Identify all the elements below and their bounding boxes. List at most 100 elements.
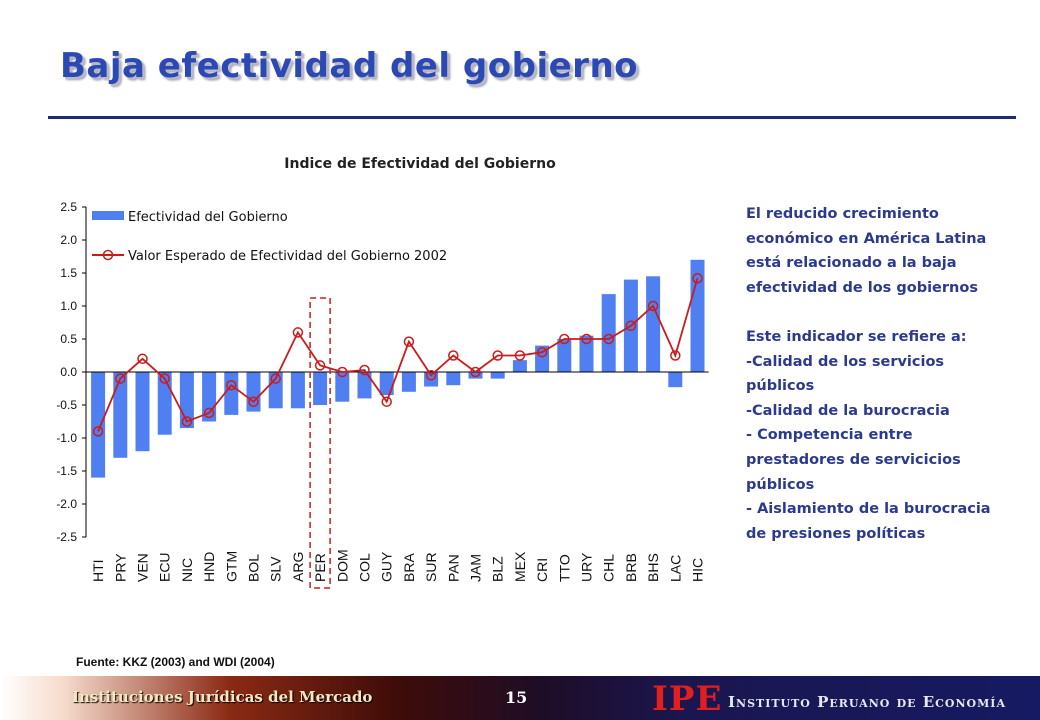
y-tick-label: 0.5 [60,332,77,346]
point-hic [692,273,703,284]
x-tick-label: PER [312,553,328,582]
y-tick-label: 2.5 [60,200,77,214]
page-number: 15 [505,688,528,707]
x-tick-label: VEN [135,553,151,582]
point-mex [514,350,526,361]
x-tick-label: ARG [290,552,306,582]
y-tick-label: 2.0 [60,233,77,247]
x-tick-label: SUR [423,552,439,582]
indicator-intro: Este indicador se refiere a: [746,328,967,345]
bar-tto [557,339,572,372]
bar-ven [135,372,150,452]
point-brb [625,320,637,332]
x-tick-label: NIC [179,558,195,582]
x-tick-label: SLV [268,556,284,582]
slide-title: Baja efectividad del gobierno [60,46,639,86]
point-chl [603,333,614,345]
point-nic [181,416,193,427]
bar-lac [668,372,683,388]
bar-ury [579,335,594,372]
peru-highlight-box [309,297,331,589]
source-note: Fuente: KKZ (2003) and WDI (2004) [76,655,275,669]
point-pan [448,350,459,361]
title-divider [48,116,1016,119]
point-ury [581,333,592,345]
x-tick-label: HND [201,552,217,582]
bar-col [357,372,372,399]
indicator-item: - Aislamiento de la burocracia de presio… [746,501,991,542]
bar-gtm [224,372,239,415]
y-tick-label: 0.0 [60,365,77,379]
x-tick-label: BOL [246,554,262,582]
bar-ecu [157,372,172,435]
x-tick-label: HTI [90,559,106,582]
point-cri [536,346,548,358]
organization-name: Instituto Peruano de Economía [728,693,1006,711]
point-pry [115,373,126,384]
indicator-item: -Calidad de la burocracia [746,402,950,419]
y-tick-label: -2.0 [56,497,77,511]
legend-line-label: Valor Esperado de Efectividad del Gobier… [128,249,447,264]
bar-bol [246,372,261,412]
y-tick-label: -1.5 [56,464,77,478]
x-tick-label: CHL [601,554,617,582]
bar-bra [401,372,416,392]
footer-bar [0,676,1040,720]
x-tick-label: GTM [223,551,239,582]
chart-title: Indice de Efectividad del Gobierno [284,156,556,172]
point-lac [670,350,681,361]
ipe-logo: IPE [652,679,723,719]
x-tick-label: HIC [690,558,706,582]
bar-per [313,372,328,405]
x-tick-label: BLZ [490,556,506,582]
x-tick-label: JAM [468,554,484,582]
point-slv [270,373,281,384]
bar-jam [468,372,483,379]
point-jam [470,366,481,378]
x-tick-label: TTO [556,554,572,582]
x-tick-label: BRB [623,553,639,582]
line-series [92,273,703,437]
indicator-item: -Calidad de los servicios públicos [746,353,945,395]
point-gtm [226,379,237,391]
bar-chl [601,294,616,372]
point-per [314,360,326,371]
point-arg [292,327,304,338]
point-hnd [203,407,215,419]
y-tick-label: -2.5 [56,530,77,544]
x-tick-label: BHS [645,553,661,582]
legend-bar-label: Efectividad del Gobierno [128,210,288,225]
bar-mex [512,360,527,372]
point-col [359,364,370,376]
x-tick-label: CRI [534,558,550,582]
x-tick-label: PRY [112,553,128,582]
x-axis-labels: HTI PRY VEN ECU NIC HND GTM BOL SLV ARG PER DOM COL G… [90,549,705,582]
x-tick-label: MEX [512,551,528,582]
chart-legend: Efectividad del Gobierno Valor Esperado … [92,210,447,264]
bar-dom [335,372,350,402]
expected-value-line [97,278,699,432]
x-tick-label: ECU [157,552,173,582]
point-ven [137,353,148,365]
bar-bhs [646,276,661,372]
bar-pan [446,372,461,386]
indicator-item: - Competencia entre prestadores de servi… [746,427,961,493]
bar-arg [290,372,305,409]
y-tick-label: 1.5 [60,266,77,280]
y-axis: 2.5 2.0 1.5 1.0 0.5 0.0 -0.5 -1.0 -1.5 -2.0 -2.5 [56,200,87,544]
bar-series [86,259,709,478]
x-tick-label: URY [579,552,595,582]
y-tick-label: -1.0 [56,431,77,445]
x-tick-label: DOM [334,549,350,582]
bar-blz [490,372,505,379]
x-tick-label: GUY [379,551,395,582]
point-bhs [647,300,659,312]
point-bol [248,396,259,407]
x-tick-label: LAC [667,555,683,582]
point-blz [492,350,503,361]
x-tick-label: PAN [445,554,461,582]
point-tto [559,333,570,345]
bar-pry [113,372,128,458]
explanation-text: El reducido crecimiento económico en Amé… [746,202,1006,546]
bar-hti [91,372,106,478]
